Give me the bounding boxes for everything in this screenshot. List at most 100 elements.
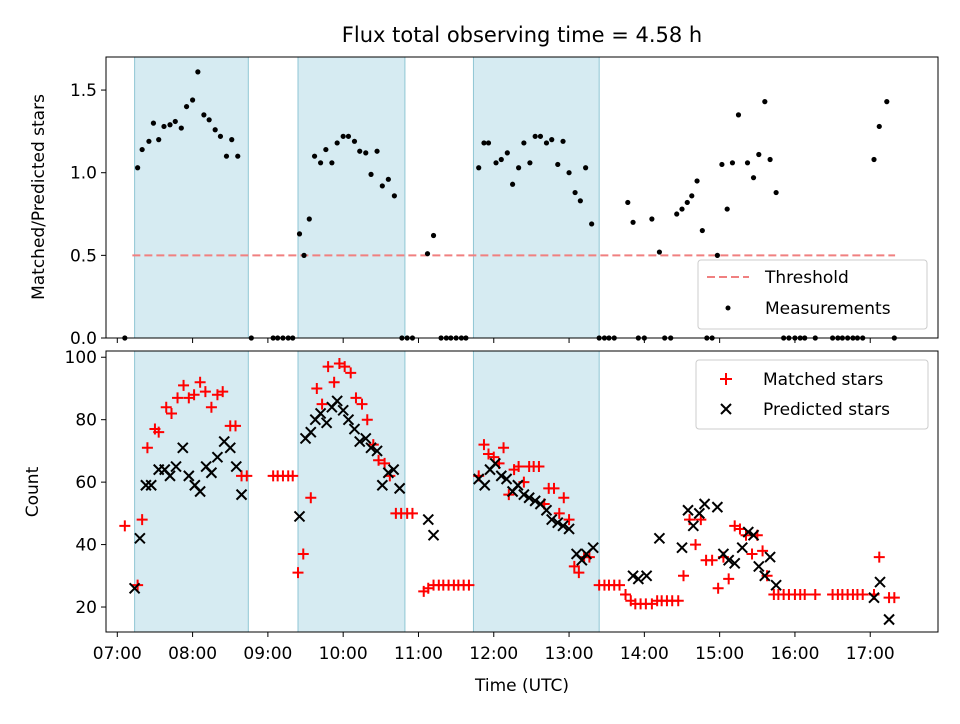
- measurement-point: [430, 232, 437, 239]
- matched-star-point: [690, 539, 702, 551]
- matched-star-point: [406, 507, 418, 519]
- measurement-point: [884, 99, 890, 105]
- measurement-point: [555, 161, 561, 168]
- predicted-star-point: [529, 495, 541, 507]
- top-shaded-interval: [472, 56, 600, 339]
- measurement-point: [476, 165, 482, 171]
- bottom-x-tick-label: 10:00: [319, 644, 368, 664]
- predicted-star-point: [698, 498, 711, 510]
- measurement-point: [560, 138, 566, 144]
- bottom-x-tick-label: 13:00: [545, 644, 594, 664]
- matched-star-point: [723, 573, 735, 585]
- matched-star-point: [478, 439, 490, 451]
- matched-star-point: [498, 442, 510, 454]
- predicted-star-point: [693, 507, 706, 520]
- predicted-star-point: [676, 541, 688, 554]
- legend-threshold-label: Threshold: [764, 268, 849, 288]
- bottom-y-tick-label: 100: [65, 348, 97, 368]
- measurement-point: [679, 206, 685, 212]
- bottom-x-tick-label: 12:00: [469, 644, 518, 664]
- measurement-point: [172, 118, 178, 125]
- predicted-star-point: [489, 457, 501, 470]
- legend-matched-label: Matched stars: [763, 370, 883, 390]
- predicted-star-point: [348, 423, 361, 435]
- measurement-point: [750, 175, 757, 181]
- matched-star-point: [513, 461, 525, 473]
- matched-star-point: [328, 376, 340, 388]
- matched-star-point: [350, 392, 362, 404]
- matched-star-point: [119, 520, 131, 532]
- matched-star-point: [712, 582, 724, 594]
- bottom-y-tick-label: 20: [75, 598, 97, 618]
- measurement-point: [296, 231, 303, 237]
- measurement-point: [481, 140, 487, 146]
- measurement-point: [543, 140, 550, 146]
- bottom-x-tick-label: 11:00: [394, 644, 443, 664]
- matched-star-point: [322, 361, 334, 373]
- predicted-star-point: [587, 541, 599, 554]
- predicted-star-point: [540, 504, 553, 516]
- predicted-star-point: [747, 529, 760, 541]
- measurement-point: [744, 160, 751, 166]
- measurement-point: [301, 252, 307, 258]
- predicted-star-point: [320, 417, 333, 429]
- measurement-point: [385, 176, 391, 182]
- top-shaded-intervals: [134, 56, 600, 339]
- bottom-shaded-interval: [472, 350, 600, 633]
- bottom-x-tick-label: 17:00: [846, 644, 895, 664]
- matched-star-point: [558, 492, 570, 504]
- predicted-star-point: [360, 432, 372, 445]
- predicted-star-point: [759, 570, 771, 582]
- measurement-point: [527, 160, 533, 166]
- matched-star-point: [345, 367, 357, 379]
- measurement-point: [537, 133, 544, 139]
- predicted-star-point: [422, 513, 434, 526]
- top-y-tick-label: 1.0: [70, 164, 97, 184]
- measurement-point: [485, 140, 492, 146]
- matched-star-point: [356, 398, 368, 410]
- bottom-x-axis-ticks: 07:00 08:00 09:00 10:00 11:00 12:00 13:00 14:00…: [93, 632, 895, 664]
- bottom-y-tick-label: 80: [75, 411, 97, 431]
- measurement-point: [656, 249, 663, 255]
- matched-star-point: [563, 514, 575, 526]
- matched-star-point: [799, 589, 811, 601]
- predicted-star-point: [687, 520, 700, 532]
- matched-star-point: [463, 579, 475, 591]
- predicted-star-point: [874, 576, 886, 588]
- top-chart-title: Flux total observing time = 4.58 h: [342, 23, 702, 47]
- measurement-point: [150, 120, 157, 126]
- measurement-point: [876, 123, 882, 130]
- measurement-point: [630, 219, 636, 225]
- predicted-star-point: [632, 573, 645, 585]
- predicted-star-point: [495, 470, 508, 482]
- predicted-star-point: [742, 526, 754, 538]
- measurement-point: [521, 140, 527, 146]
- predicted-star-point: [235, 488, 248, 501]
- predicted-star-point: [736, 541, 748, 554]
- measurement-point: [719, 161, 725, 168]
- predicted-star-point: [764, 551, 776, 563]
- legend-measurements-label: Measurements: [765, 299, 891, 319]
- measurement-point: [674, 211, 680, 217]
- measurement-point: [146, 138, 152, 144]
- predicted-star-point: [134, 532, 146, 545]
- predicted-star-point: [711, 501, 724, 513]
- matched-star-point: [678, 570, 690, 582]
- top-y-tick-label: 0.5: [70, 246, 97, 266]
- predicted-star-point: [230, 460, 242, 473]
- predicted-star-point: [177, 442, 189, 454]
- bottom-x-tick-label: 16:00: [770, 644, 819, 664]
- measurement-point: [178, 125, 184, 131]
- measurement-point: [201, 112, 207, 118]
- predicted-star-point: [883, 613, 895, 626]
- measurement-point: [206, 117, 212, 123]
- matched-star-point: [172, 392, 184, 404]
- measurement-point: [773, 189, 779, 196]
- matched-star-point: [178, 379, 190, 391]
- matched-star-point: [297, 548, 309, 560]
- matched-star-point: [746, 548, 758, 560]
- matched-star-point: [620, 589, 632, 601]
- measurement-point: [684, 199, 690, 206]
- bottom-shaded-interval: [297, 350, 406, 633]
